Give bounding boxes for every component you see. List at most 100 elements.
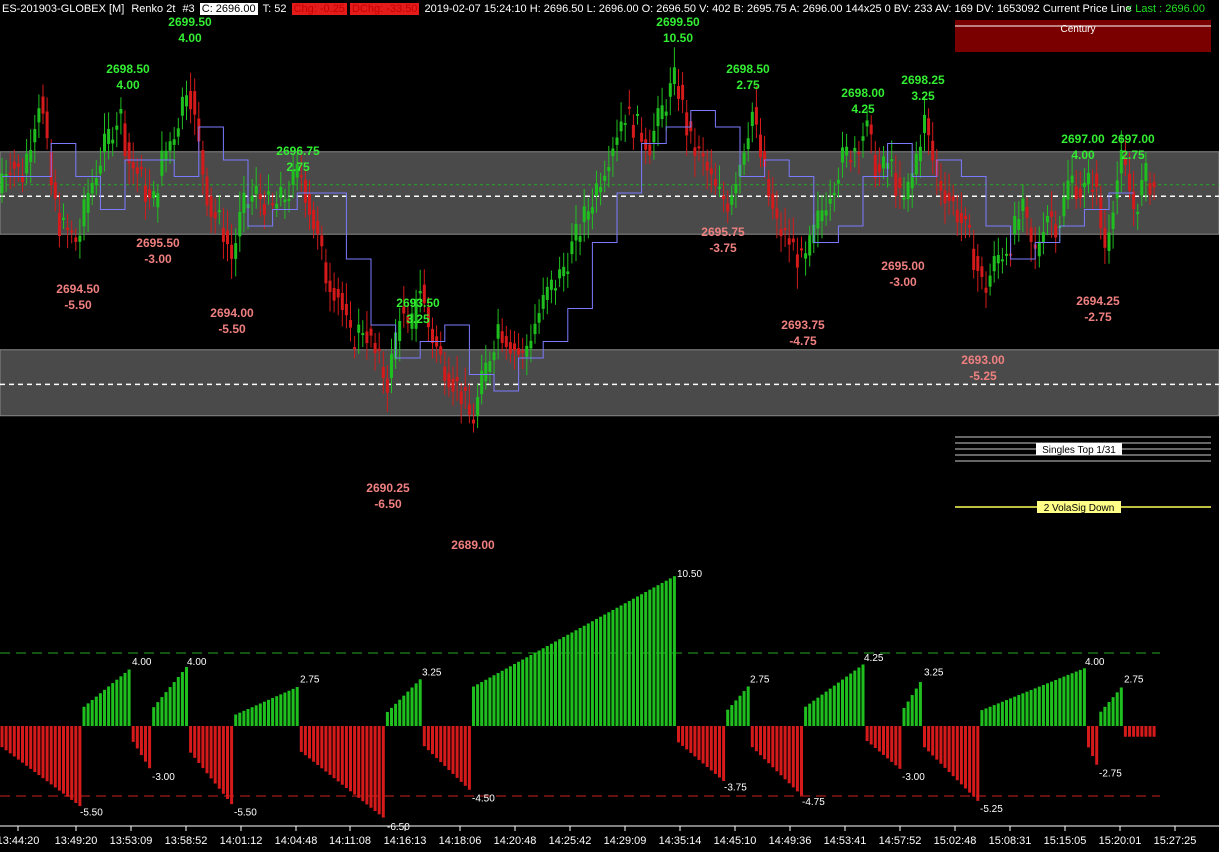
candle-body — [1091, 189, 1095, 192]
hist-bar — [164, 692, 168, 726]
candle-body — [595, 183, 598, 197]
hist-bar — [53, 726, 57, 788]
hist-bar — [1017, 695, 1021, 726]
hist-bar — [513, 664, 516, 726]
hist-bar — [918, 682, 922, 726]
hist-bar — [1132, 726, 1136, 737]
swing-price-label: 2690.25 — [366, 481, 410, 495]
candle-body — [959, 213, 963, 224]
hist-bar — [595, 618, 598, 726]
chart-header: ES-201903-GLOBEX [M] Renko 2t #3 C: 2696… — [0, 0, 1219, 18]
hist-bar — [558, 639, 562, 726]
hist-bar — [160, 697, 164, 726]
hist-value-label: 4.00 — [132, 657, 152, 668]
candle-body — [562, 266, 566, 277]
hist-bar — [791, 726, 795, 788]
hist-bar — [890, 726, 894, 762]
hist-bar — [517, 661, 521, 726]
candle-body — [98, 165, 102, 174]
hist-bar — [1103, 706, 1107, 726]
hist-bar — [984, 708, 988, 726]
swing-price-label: 2699.50 — [656, 15, 700, 29]
hist-bar — [472, 686, 475, 726]
hist-bar — [623, 603, 627, 726]
hist-bar — [1062, 676, 1066, 726]
hist-bar — [398, 699, 402, 726]
hist-bar — [529, 655, 533, 726]
candle-body — [681, 84, 685, 100]
hist-bar — [418, 679, 422, 726]
candle-body — [238, 211, 242, 237]
header-symbol: ES-201903-GLOBEX [M] — [2, 3, 125, 15]
candle-body — [472, 419, 475, 424]
candle-body — [574, 223, 578, 241]
zone-upper_value_area — [0, 151, 1219, 235]
candle-body — [980, 266, 984, 277]
hist-bar — [1119, 687, 1123, 726]
hist-bar — [631, 598, 635, 726]
candle-body — [1152, 181, 1156, 188]
candle-body — [1128, 173, 1131, 191]
candle-body — [103, 133, 106, 152]
x-tick-label: 15:02:48 — [934, 835, 977, 847]
hist-bar — [275, 696, 279, 726]
hist-bar — [615, 607, 619, 726]
candle-body — [336, 288, 340, 298]
candle-body — [943, 190, 947, 204]
hist-bar — [49, 726, 53, 785]
candle-body — [783, 228, 787, 231]
hist-bar — [1021, 693, 1025, 726]
candle-body — [21, 175, 24, 183]
hist-bar — [906, 701, 910, 726]
hist-bar — [877, 726, 881, 752]
candle-body — [795, 254, 799, 268]
hist-bar — [189, 726, 193, 753]
hist-value-label: 4.25 — [864, 653, 884, 664]
hist-bar — [845, 676, 849, 726]
candle-body — [205, 176, 209, 206]
hist-bar — [1058, 678, 1062, 726]
candle-body — [82, 199, 86, 227]
candle-body — [619, 121, 623, 132]
candle-body — [1148, 183, 1152, 195]
x-tick-label: 14:57:52 — [879, 835, 922, 847]
hist-bar — [25, 726, 29, 766]
swing-size-label: -6.50 — [374, 497, 402, 511]
candle-body — [582, 206, 586, 223]
swing-price-label: 2693.50 — [396, 296, 440, 310]
candle-body — [160, 150, 164, 176]
hist-bar — [566, 634, 570, 726]
swing-size-label: -4.75 — [789, 334, 817, 348]
candle-body — [734, 183, 738, 194]
candle-body — [730, 195, 734, 205]
hist-bar — [86, 703, 90, 726]
candle-body — [836, 179, 840, 184]
candle-body — [533, 323, 537, 335]
hist-bar — [750, 726, 754, 748]
candle-body — [726, 203, 730, 212]
x-tick-label: 14:18:06 — [439, 835, 482, 847]
hist-bar — [1148, 726, 1152, 737]
hist-bar — [353, 726, 357, 795]
candle-body — [672, 67, 676, 84]
candle-body — [877, 164, 881, 173]
x-tick-label: 13:53:09 — [110, 835, 153, 847]
swing-price-label: 2694.00 — [210, 306, 254, 320]
hist-bar — [451, 726, 455, 774]
hist-bar — [115, 679, 119, 726]
hist-bar — [996, 703, 1000, 726]
candle-body — [947, 192, 951, 201]
swing-size-label: -5.25 — [969, 369, 997, 383]
hist-bar — [70, 726, 74, 800]
candle-body — [705, 161, 709, 171]
candle-body — [853, 147, 857, 152]
candle-body — [443, 366, 447, 381]
candle-body — [890, 159, 894, 162]
hist-bar — [267, 699, 270, 726]
hist-bar — [980, 710, 984, 726]
swing-price-label: 2689.00 — [451, 538, 495, 552]
hist-value-label: -3.00 — [152, 772, 175, 783]
candle-body — [636, 113, 639, 117]
hist-bar — [923, 726, 926, 748]
